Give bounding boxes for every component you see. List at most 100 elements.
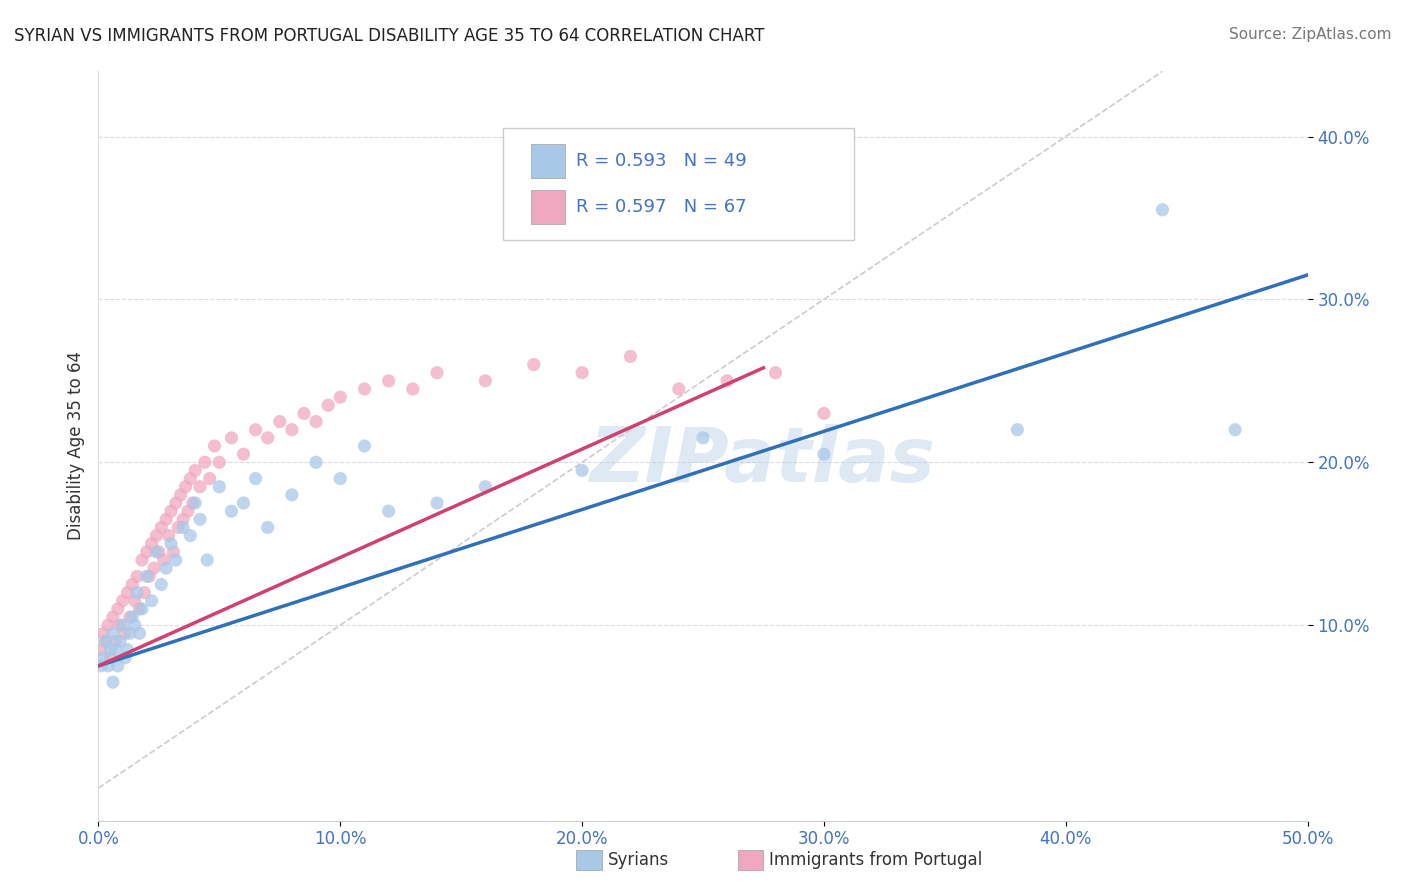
Point — [329, 472, 352, 486]
Point — [1007, 423, 1029, 437]
Point — [179, 472, 201, 486]
FancyBboxPatch shape — [531, 190, 565, 224]
Point — [232, 447, 254, 461]
Point — [91, 626, 114, 640]
Point — [155, 561, 177, 575]
Point — [523, 358, 546, 372]
FancyBboxPatch shape — [503, 128, 855, 240]
Point — [571, 366, 593, 380]
Point — [269, 415, 291, 429]
Point — [221, 504, 243, 518]
Point — [148, 545, 170, 559]
Point — [198, 472, 221, 486]
Point — [402, 382, 425, 396]
Point — [128, 602, 150, 616]
Point — [118, 626, 141, 640]
Text: ZIPatlas: ZIPatlas — [591, 424, 936, 498]
Text: R = 0.593   N = 49: R = 0.593 N = 49 — [576, 152, 747, 169]
Point — [474, 374, 496, 388]
Point — [117, 585, 139, 599]
Point — [177, 504, 200, 518]
Point — [107, 602, 129, 616]
Point — [377, 504, 399, 518]
Point — [169, 488, 191, 502]
Text: Immigrants from Portugal: Immigrants from Portugal — [769, 851, 983, 869]
Point — [101, 610, 124, 624]
Point — [134, 585, 156, 599]
Point — [165, 553, 187, 567]
Point — [97, 618, 120, 632]
Point — [256, 431, 278, 445]
Point — [128, 626, 150, 640]
Point — [131, 553, 153, 567]
Point — [150, 577, 173, 591]
Point — [179, 528, 201, 542]
Point — [131, 602, 153, 616]
Point — [188, 512, 211, 526]
Text: R = 0.597   N = 67: R = 0.597 N = 67 — [576, 198, 747, 216]
Text: Source: ZipAtlas.com: Source: ZipAtlas.com — [1229, 27, 1392, 42]
Point — [104, 634, 127, 648]
Point — [100, 642, 122, 657]
Point — [167, 520, 190, 534]
Point — [208, 455, 231, 469]
Point — [184, 496, 207, 510]
Point — [155, 512, 177, 526]
Point — [813, 406, 835, 420]
Point — [619, 350, 641, 364]
Point — [232, 496, 254, 510]
Point — [160, 504, 183, 518]
Point — [221, 431, 243, 445]
Point — [172, 520, 194, 534]
Point — [194, 455, 217, 469]
Point — [150, 520, 173, 534]
Point — [188, 480, 211, 494]
Point — [571, 463, 593, 477]
Point — [101, 675, 124, 690]
Point — [668, 382, 690, 396]
Point — [135, 569, 157, 583]
Point — [181, 496, 204, 510]
Point — [101, 626, 124, 640]
Point — [765, 366, 787, 380]
Point — [245, 472, 267, 486]
Point — [94, 634, 117, 648]
Point — [1223, 423, 1246, 437]
Point — [107, 659, 129, 673]
Point — [90, 642, 112, 657]
Point — [127, 569, 149, 583]
Point — [121, 610, 143, 624]
Point — [426, 496, 449, 510]
Point — [97, 659, 120, 673]
Point — [121, 577, 143, 591]
Point — [111, 593, 134, 607]
Point — [813, 447, 835, 461]
Point — [208, 480, 231, 494]
Point — [114, 626, 136, 640]
Point — [195, 553, 218, 567]
Point — [305, 455, 328, 469]
Point — [329, 390, 352, 404]
Point — [157, 528, 180, 542]
Point — [104, 642, 127, 657]
Point — [114, 650, 136, 665]
Point — [143, 561, 166, 575]
Point — [108, 634, 131, 648]
Point — [174, 480, 197, 494]
Y-axis label: Disability Age 35 to 64: Disability Age 35 to 64 — [66, 351, 84, 541]
Point — [141, 593, 163, 607]
Point — [716, 374, 738, 388]
Point — [426, 366, 449, 380]
Point — [184, 463, 207, 477]
Point — [108, 618, 131, 632]
Point — [377, 374, 399, 388]
Point — [1152, 202, 1174, 217]
Point — [160, 537, 183, 551]
Point — [204, 439, 226, 453]
Point — [256, 520, 278, 534]
Point — [692, 431, 714, 445]
Point — [353, 382, 375, 396]
Point — [165, 496, 187, 510]
Point — [127, 585, 149, 599]
Point — [141, 537, 163, 551]
